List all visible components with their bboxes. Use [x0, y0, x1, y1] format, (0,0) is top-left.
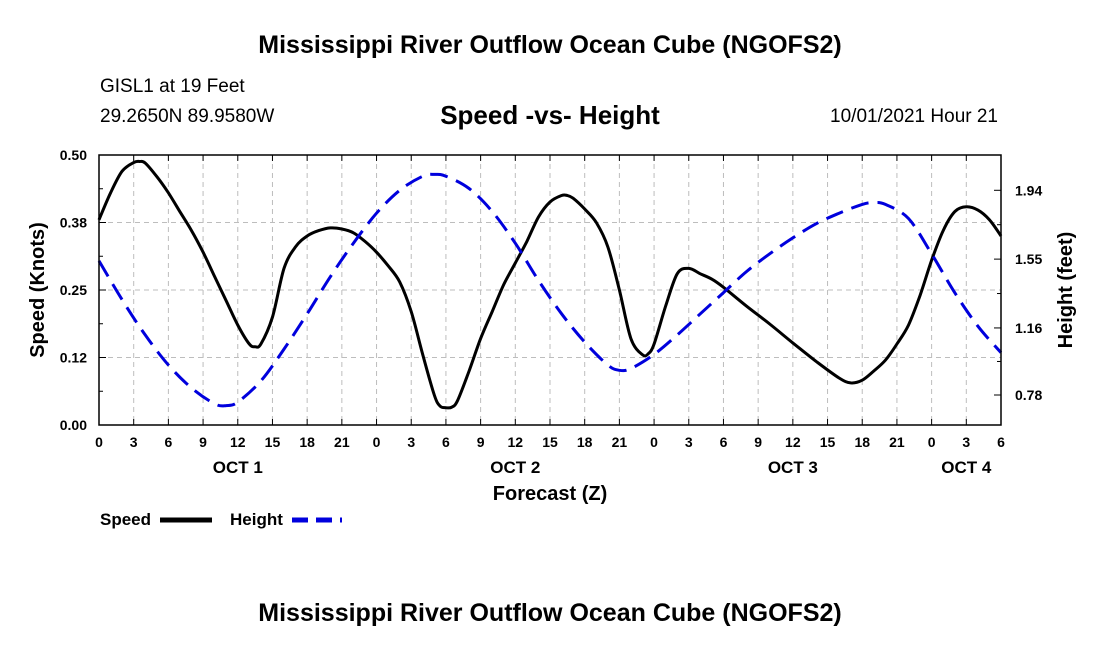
x-tick-label: 0 [650, 434, 658, 450]
y2-tick-label: 1.16 [1015, 320, 1042, 336]
x-tick-label: 3 [407, 434, 415, 450]
x-tick-label: 0 [928, 434, 936, 450]
grid-lines [99, 155, 1001, 425]
x-tick-label: 12 [785, 434, 801, 450]
x-tick-label: 0 [373, 434, 381, 450]
x-tick-label: 6 [997, 434, 1005, 450]
x-tick-label: 0 [95, 434, 103, 450]
forecast-datetime: 10/01/2021 Hour 21 [830, 106, 998, 127]
day-label: OCT 4 [941, 458, 992, 477]
x-tick-label: 15 [265, 434, 281, 450]
x-tick-label: 9 [477, 434, 485, 450]
x-tick-label: 3 [685, 434, 693, 450]
y-tick-label: 0.25 [60, 282, 87, 298]
y2-tick-label: 1.55 [1015, 251, 1042, 267]
height-series-line [97, 172, 1003, 408]
day-label: OCT 3 [768, 458, 818, 477]
speed-series-line [97, 159, 1003, 410]
x-tick-label: 3 [962, 434, 970, 450]
legend-height-label: Height [230, 510, 283, 529]
x-tick-label: 15 [820, 434, 836, 450]
x-tick-label: 21 [889, 434, 905, 450]
y-tick-label: 0.50 [60, 147, 87, 163]
x-tick-label: 21 [612, 434, 628, 450]
coordinates-label: 29.2650N 89.9580W [100, 106, 275, 127]
y-axis-label: Speed (Knots) [27, 222, 49, 358]
x-tick-label: 21 [334, 434, 350, 450]
x-tick-label: 12 [230, 434, 246, 450]
x-tick-label: 9 [199, 434, 207, 450]
series-lines [97, 159, 1003, 410]
station-label: GISL1 at 19 Feet [100, 76, 245, 97]
axes: 0 3 6 9 12 15 18 21 0 3 6 9 12 15 18 21 0 3 6 9 12 15 18 21 0 3 6O… [60, 147, 1043, 477]
x-tick-label: 9 [754, 434, 762, 450]
y-tick-label: 0.38 [60, 215, 87, 231]
page-title: Mississippi River Outflow Ocean Cube (NG… [258, 31, 842, 59]
x-tick-label: 15 [542, 434, 558, 450]
legend-speed-label: Speed [100, 510, 151, 529]
legend: Speed Height [100, 510, 342, 529]
y-tick-label: 0.12 [60, 350, 87, 366]
footer-title: Mississippi River Outflow Ocean Cube (NG… [258, 599, 842, 627]
chart-title: Speed -vs- Height [440, 100, 660, 130]
x-tick-label: 6 [720, 434, 728, 450]
day-label: OCT 2 [490, 458, 540, 477]
x-tick-label: 18 [299, 434, 315, 450]
y2-tick-label: 1.94 [1015, 182, 1042, 198]
x-tick-label: 6 [442, 434, 450, 450]
x-tick-label: 12 [508, 434, 524, 450]
x-tick-label: 6 [164, 434, 172, 450]
x-tick-label: 18 [577, 434, 593, 450]
day-label: OCT 1 [213, 458, 263, 477]
x-axis-label: Forecast (Z) [493, 483, 607, 505]
y2-axis-label: Height (feet) [1055, 232, 1077, 349]
x-tick-label: 18 [854, 434, 870, 450]
y2-tick-label: 0.78 [1015, 387, 1042, 403]
x-tick-label: 3 [130, 434, 138, 450]
y-tick-label: 0.00 [60, 417, 87, 433]
